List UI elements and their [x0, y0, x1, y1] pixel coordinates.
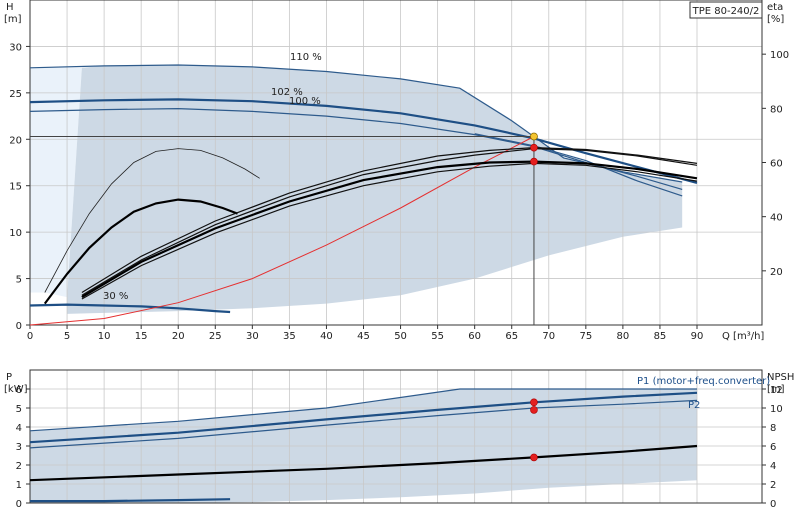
x-tick-label: 70: [542, 331, 555, 342]
series-line: [81, 162, 698, 300]
y-axis-unit: [kW]: [4, 384, 28, 395]
curve-annotation: 102 %: [271, 87, 303, 98]
y2-tick-label: 40: [770, 213, 783, 224]
x-tick-label: 60: [468, 331, 481, 342]
y-tick-label: 30: [9, 42, 22, 53]
x-tick-label: 30: [246, 331, 259, 342]
series-label-p2: P2: [688, 400, 700, 411]
y-axis-label: P: [6, 372, 12, 383]
y2-tick-label: 80: [770, 104, 783, 115]
curve-annotation: 30 %: [103, 291, 128, 302]
series-line: [44, 148, 260, 293]
y-tick-label: 20: [9, 135, 22, 146]
y-tick-label: 6: [16, 385, 22, 396]
y2-tick-label: 4: [770, 461, 776, 472]
y2-axis-unit: [%]: [767, 14, 784, 25]
duty-point-marker: [530, 143, 538, 152]
y2-tick-label: 100: [770, 50, 789, 61]
y-tick-label: 0: [16, 499, 22, 510]
series-line: [81, 160, 698, 299]
y2-axis-label: NPSH: [767, 372, 794, 383]
series-line: [30, 498, 231, 503]
x-tick-label: 20: [172, 331, 185, 342]
series-line: [29, 388, 697, 432]
y-tick-label: 10: [9, 228, 22, 239]
y2-tick-label: 2: [770, 480, 776, 491]
series-line: [29, 303, 231, 314]
x-tick-label: 10: [98, 331, 111, 342]
x-tick-label: 75: [579, 331, 592, 342]
y-axis-unit: [m]: [4, 14, 22, 25]
x-tick-label: 90: [691, 331, 704, 342]
y2-tick-label: 20: [770, 267, 783, 278]
series-line: [29, 98, 698, 184]
curve-annotation: 110 %: [290, 52, 322, 63]
grid: [29, 0, 762, 326]
duty-point-marker: [530, 398, 538, 407]
chart-title: TPE 80-240/2: [692, 6, 760, 17]
y2-tick-label: 12: [770, 385, 783, 396]
series-line: [43, 198, 238, 305]
y-tick-label: 4: [16, 423, 22, 434]
duty-point-marker: [530, 157, 538, 166]
plot-frame: [29, 369, 763, 504]
duty-point-marker: [530, 453, 538, 462]
y2-tick-label: 60: [770, 159, 783, 170]
curve-annotation: 100 %: [289, 96, 321, 107]
y-tick-label: 25: [9, 89, 22, 100]
x-tick-label: 25: [209, 331, 222, 342]
title-box: TPE 80-240/2: [689, 1, 763, 19]
x-axis-label: Q [m³/h]: [722, 331, 764, 342]
x-tick-label: 40: [320, 331, 333, 342]
operating-area: [67, 65, 683, 314]
x-tick-label: 50: [394, 331, 407, 342]
x-tick-label: 80: [617, 331, 630, 342]
series-line: [81, 147, 698, 296]
head-panel: 0 5 10 15 20 25 30 20 40 60 80 100 H[m] eta[%] 0 5 10 15 2…: [4, 0, 789, 342]
y2-axis-label: eta: [767, 2, 783, 13]
y-tick-label: 5: [16, 404, 22, 415]
x-tick-label: 65: [505, 331, 518, 342]
series-line: [29, 444, 698, 482]
y-tick-label: 3: [16, 442, 22, 453]
series-line: [29, 391, 698, 444]
duty-point-marker: [530, 406, 538, 414]
y-tick-label: 5: [16, 275, 22, 286]
x-tick-label: 0: [27, 331, 33, 342]
x-tick-label: 15: [135, 331, 148, 342]
duty-point-marker: [530, 132, 538, 141]
series-line: [29, 399, 698, 449]
y-tick-label: 1: [16, 480, 22, 491]
series-label-p1: P1 (motor+freq.converter): [637, 376, 770, 387]
x-tick-label: 55: [431, 331, 444, 342]
y2-tick-label: 8: [770, 423, 776, 434]
y-axis-label: H: [6, 2, 14, 13]
y2-axis-unit: [m]: [767, 384, 785, 395]
y-tick-label: 0: [16, 321, 22, 332]
series-line: [29, 136, 535, 326]
title-frame: [689, 1, 763, 19]
area-light-region: [30, 67, 82, 298]
x-tick-label: 45: [357, 331, 370, 342]
y2-tick-label: 6: [770, 442, 776, 453]
y2-tick-label: 0: [770, 499, 776, 510]
series-line: [81, 146, 698, 294]
y-tick-label: 2: [16, 461, 22, 472]
x-tick-label: 85: [654, 331, 667, 342]
y2-tick-label: 10: [770, 404, 783, 415]
x-tick-label: 35: [283, 331, 296, 342]
x-tick-label: 5: [64, 331, 70, 342]
series-line: [474, 133, 683, 197]
y-tick-label: 15: [9, 182, 22, 193]
